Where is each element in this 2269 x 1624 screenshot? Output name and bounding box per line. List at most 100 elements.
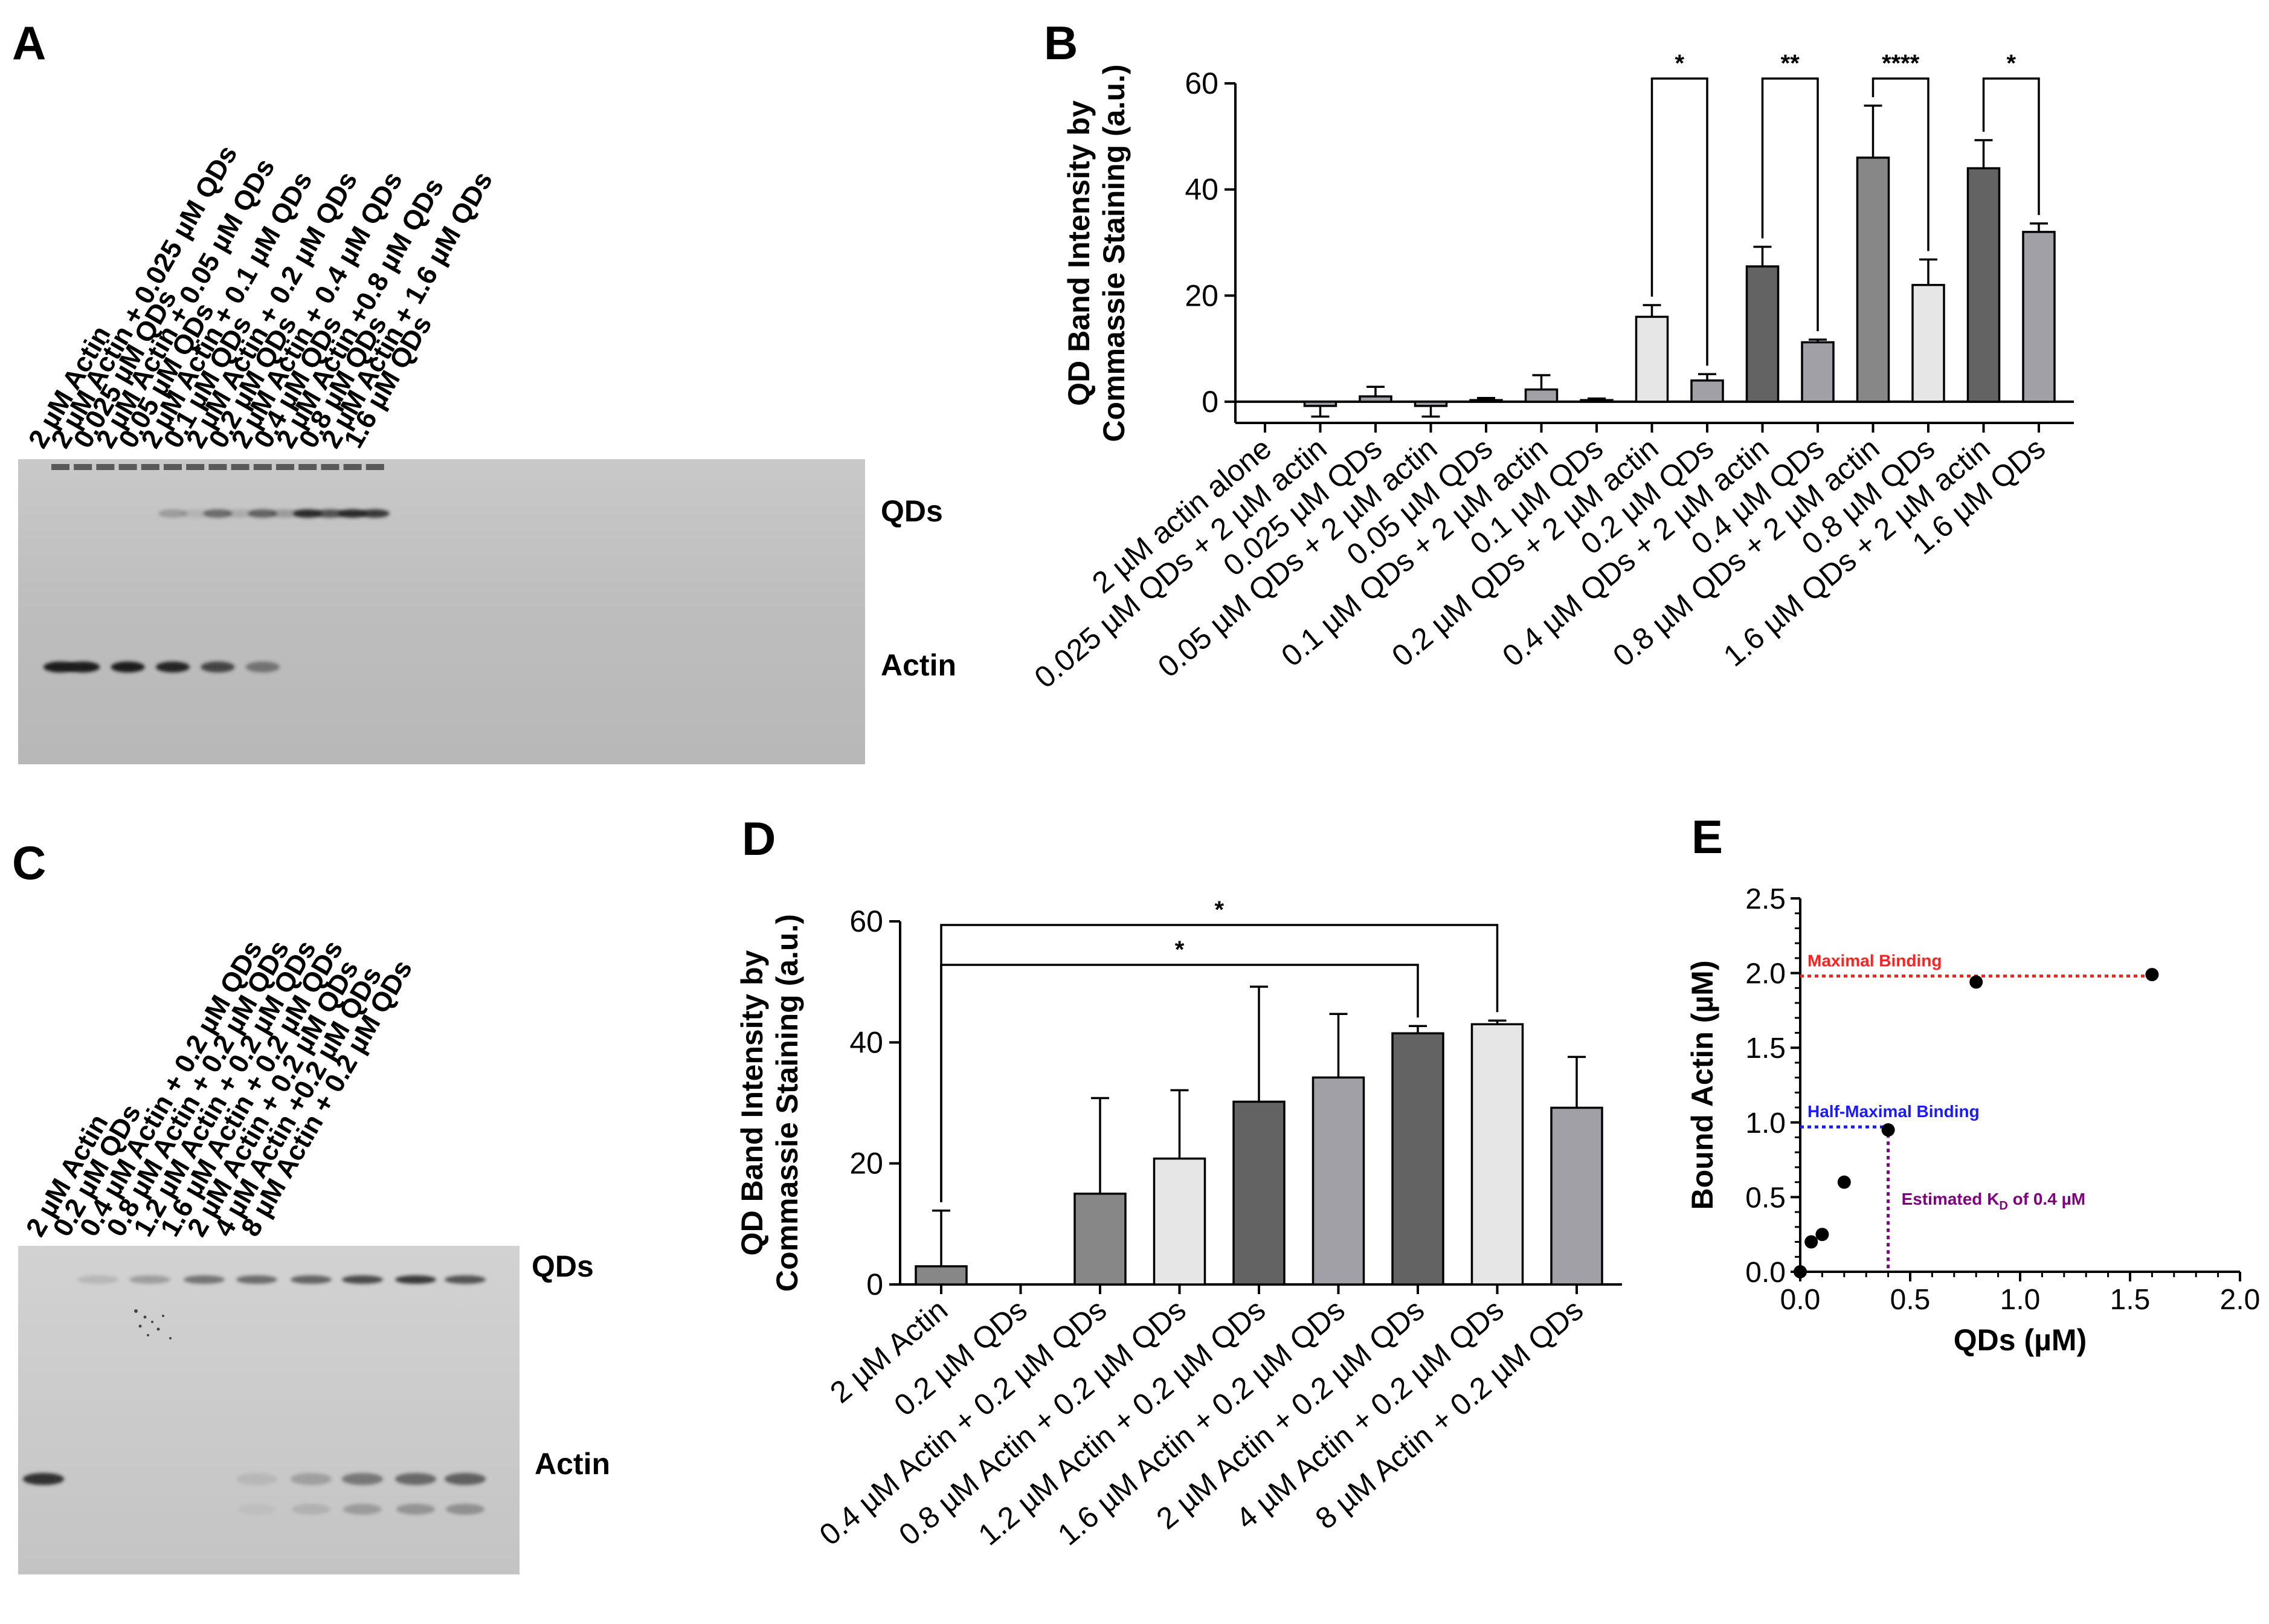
significance-label: * [2006,50,2016,77]
y-tick-label: 1.0 [1745,1107,1786,1139]
gel-c-qd-band [184,1275,225,1284]
chart-d: 0 20 40 60 QD Band Intensity by Commassie Sta… [735,897,1622,1552]
gel-a-actin-label: Actin [881,648,956,682]
gel-a-well [253,464,272,470]
gel-a-well [298,464,317,470]
bar [1690,379,1724,403]
gel-c-actin-band [291,1473,332,1485]
gel-c-actin-band [236,1473,277,1485]
gel-c-actin-label: Actin [535,1447,610,1481]
gel-a-actin-band [201,662,235,672]
gel-a-qd-band [248,509,277,518]
gel-c-qd-band [129,1275,170,1284]
panel-letter-b: B [1044,16,1078,69]
gel-a-qd-band [271,509,300,518]
gel-c-qd-label: QDs [532,1249,594,1283]
y-axis-label: Bound Actin (µM) [1685,961,1719,1210]
x-tick-label: 2.0 [2220,1284,2261,1316]
gel-a-actin-band [66,662,100,672]
y-tick-label: 0.5 [1745,1182,1786,1214]
bar [1856,156,1890,403]
significance-bracket [1650,77,1708,366]
bar [915,1265,968,1286]
gel-a-well [186,464,205,470]
chart-b: 0 20 40 60 QD Band Intensity by Commassie Sta… [1028,50,2074,695]
gel-a-well [74,464,92,470]
gel-a-well [343,464,362,470]
significance-bracket [1761,77,1819,332]
y-axis-label-line1: QD Band Intensity by [1062,100,1096,406]
bar [1303,401,1337,407]
bar [2022,231,2056,403]
bar [1745,265,1780,403]
y-tick-label: 0 [866,1268,883,1301]
significance-label: * [1214,897,1224,923]
bar [1470,1023,1524,1286]
data-point [1794,1265,1807,1278]
gel-c-bands [23,1275,486,1515]
data-point [1804,1235,1818,1249]
gel-c-speckles [134,1309,172,1339]
gel-c-qd-band [291,1275,332,1284]
gel-c-actin-band [23,1473,64,1485]
bar [1524,388,1559,403]
gel-a-actin-band [156,662,190,672]
gel-a-qd-band [181,509,210,518]
chart-e: 0.0 0.5 1.0 1.5 2.0 2.5 0.0 0.5 1.0 1.5 2.0 QDs (µM… [1685,883,2260,1357]
kd-label-subscript: D [1999,1199,2007,1213]
gel-c-qd-band [342,1275,383,1284]
data-point [1969,975,1983,989]
y-tick-label: 40 [1185,173,1218,207]
half-maximal-binding-label: Half-Maximal Binding [1807,1102,1980,1121]
gel-a-well [164,464,182,470]
gel-c-actin-lower-band [446,1504,484,1515]
y-tick-label: 60 [849,904,883,938]
y-tick-label: 20 [1185,279,1218,312]
bar [1635,315,1669,403]
panel-letter-c: C [12,836,46,889]
gel-a-wells [51,464,384,470]
bar [1391,1032,1444,1286]
gel-a-well [231,464,249,470]
y-axis-label-line2: Commassie Staining (a.u.) [770,914,804,1292]
x-tick-label: 1.5 [2110,1284,2151,1316]
gel-c-qd-band [236,1275,277,1284]
gel-a-qd-band [315,509,345,518]
gel-c-actin-band [445,1473,486,1485]
bar [1801,341,1835,403]
gel-c-actin-lower-band [237,1504,276,1515]
gel-a-well [96,464,115,470]
y-tick-label: 60 [1185,66,1218,100]
gel-a-well [276,464,294,470]
panel-letter-e: E [1691,810,1723,863]
x-tick-label: 0.0 [1780,1284,1821,1316]
data-point [1881,1123,1895,1137]
x-tick-label: 1.0 [2000,1284,2041,1316]
gel-a-image [18,459,865,764]
gel-a-qd-band [360,509,390,518]
bar [1414,401,1448,407]
y-tick-label: 20 [849,1147,883,1181]
maximal-binding-label: Maximal Binding [1807,952,1942,970]
x-axis-label: QDs (µM) [1954,1323,2087,1357]
gel-a-actin-band [111,662,145,672]
gel-a-actin-band [245,662,280,672]
significance-bracket [1872,77,1929,251]
data-point [2145,968,2159,982]
gel-a-qd-band [158,509,187,518]
data-point [1837,1175,1851,1189]
gel-a-qd-band [225,509,255,518]
bar [1580,399,1614,403]
gel-c-actin-band [395,1473,436,1485]
y-axis-label-line1: QD Band Intensity by [735,950,769,1256]
significance-bracket [940,924,1499,1202]
gel-a-well [321,464,340,470]
data-point [1815,1228,1829,1242]
gel-a-qd-band [293,509,323,518]
bar [1073,1193,1127,1286]
significance-label: **** [1882,50,1920,77]
y-tick-label: 0.0 [1745,1257,1786,1289]
panel-letter-d: D [742,812,776,865]
significance-label: * [1175,936,1185,963]
